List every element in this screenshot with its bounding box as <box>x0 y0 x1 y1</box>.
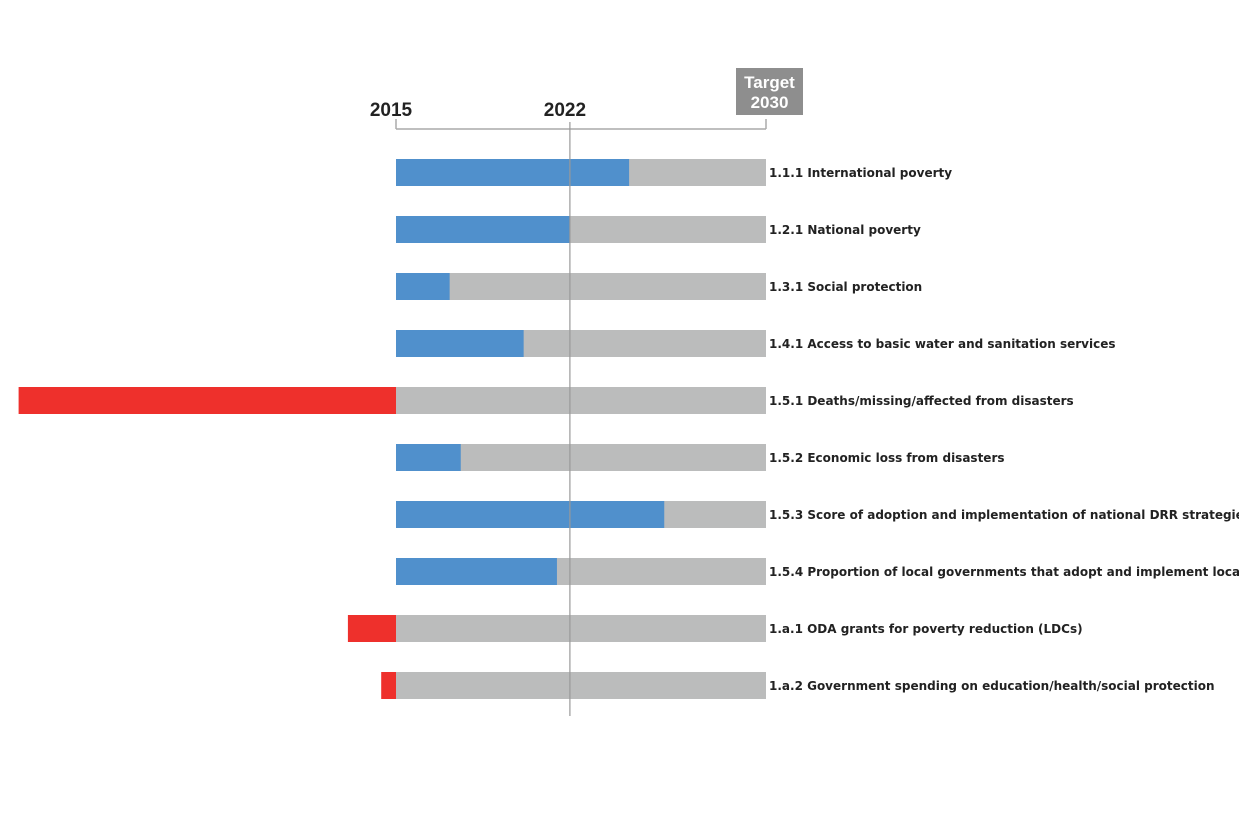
remaining-bar <box>396 273 766 300</box>
bar-row: 1.1.1 International poverty <box>396 159 952 186</box>
indicator-label: 1.2.1 National poverty <box>769 223 921 237</box>
regression-bar <box>18 387 396 414</box>
remaining-bar <box>396 672 766 699</box>
bar-row: 1.4.1 Access to basic water and sanitati… <box>396 330 1116 357</box>
regression-bar <box>381 672 396 699</box>
indicator-label: 1.5.2 Economic loss from disasters <box>769 451 1005 465</box>
target-year-label: 2030 <box>751 93 789 112</box>
indicator-label: 1.5.3 Score of adoption and implementati… <box>769 508 1239 522</box>
remaining-bar <box>396 615 766 642</box>
progress-bar <box>396 273 450 300</box>
timeline-header: Target 2030 <box>395 68 803 130</box>
indicator-label: 1.a.2 Government spending on education/h… <box>769 679 1215 693</box>
indicator-label: 1.1.1 International poverty <box>769 166 952 180</box>
target-label: Target <box>744 73 795 92</box>
bar-row: 1.5.3 Score of adoption and implementati… <box>396 501 1239 528</box>
regression-bar <box>347 615 396 642</box>
progress-bar <box>396 444 461 471</box>
indicator-label: 1.4.1 Access to basic water and sanitati… <box>769 337 1116 351</box>
bar-row: 1.5.4 Proportion of local governments th… <box>396 558 1239 585</box>
bar-row: 1.a.1 ODA grants for poverty reduction (… <box>347 615 1083 642</box>
progress-bar <box>396 159 630 186</box>
bar-row: 1.3.1 Social protection <box>396 273 922 300</box>
year-label-2022: 2022 <box>544 100 586 121</box>
progress-bar <box>396 216 570 243</box>
indicator-label: 1.3.1 Social protection <box>769 280 922 294</box>
bar-row: 1.5.2 Economic loss from disasters <box>396 444 1005 471</box>
remaining-bar <box>396 387 766 414</box>
indicator-label: 1.5.4 Proportion of local governments th… <box>769 565 1239 579</box>
target-2030-box <box>736 68 803 115</box>
year-label-2015: 2015 <box>370 100 413 121</box>
progress-bar <box>396 501 665 528</box>
bar-row: 1.5.1 Deaths/missing/affected from disas… <box>18 387 1074 414</box>
bar-row: 1.2.1 National poverty <box>396 216 921 243</box>
progress-bar <box>396 330 524 357</box>
bar-row: 1.a.2 Government spending on education/h… <box>381 672 1215 699</box>
indicator-label: 1.a.1 ODA grants for poverty reduction (… <box>769 622 1083 636</box>
indicator-label: 1.5.1 Deaths/missing/affected from disas… <box>769 394 1074 408</box>
bar-rows: 1.1.1 International poverty 1.2.1 Nationa… <box>18 159 1239 699</box>
progress-bar <box>396 558 557 585</box>
